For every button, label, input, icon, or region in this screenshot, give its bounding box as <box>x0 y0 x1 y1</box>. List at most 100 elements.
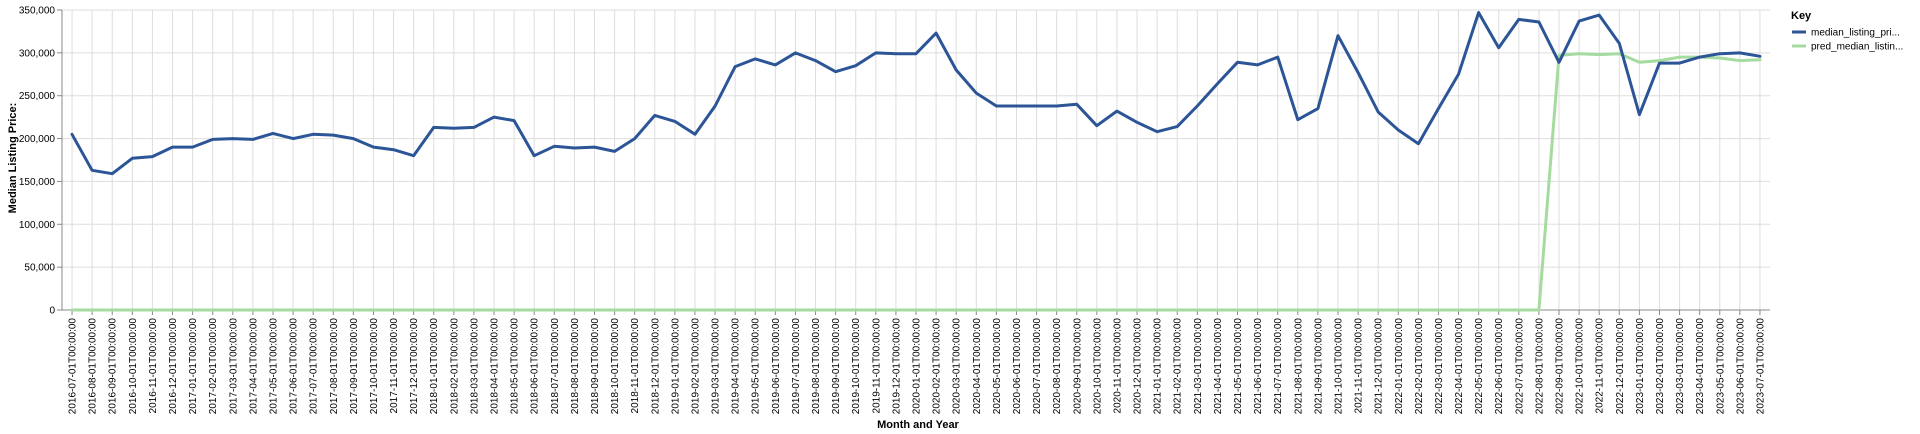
x-tick-label: 2020-05-01T00:00:00 <box>992 318 1003 415</box>
x-tick-label: 2022-01-01T00:00:00 <box>1394 318 1405 415</box>
legend-title: Key <box>1791 10 1812 22</box>
x-tick-label: 2016-12-01T00:00:00 <box>168 318 179 415</box>
x-tick-label: 2016-11-01T00:00:00 <box>148 318 159 414</box>
x-tick-label: 2018-02-01T00:00:00 <box>449 318 460 415</box>
x-tick-label: 2021-04-01T00:00:00 <box>1213 318 1224 415</box>
x-tick-label: 2023-03-01T00:00:00 <box>1675 318 1686 415</box>
y-axis: 0 50,000 100,000 150,000 200,000 250,000 300,0… <box>19 6 63 317</box>
x-tick-label: 2019-10-01T00:00:00 <box>851 318 862 415</box>
x-tick-label: 2018-04-01T00:00:00 <box>490 318 501 415</box>
x-tick-label: 2018-01-01T00:00:00 <box>429 318 440 415</box>
legend-label-0: median_listing_pri... <box>1811 28 1900 39</box>
x-tick-label: 2020-12-01T00:00:00 <box>1133 318 1144 415</box>
x-tick-label: 2020-06-01T00:00:00 <box>1012 318 1023 415</box>
x-tick-label: 2021-03-01T00:00:00 <box>1193 318 1204 415</box>
x-tick-label: 2019-01-01T00:00:00 <box>670 318 681 415</box>
series-line-0 <box>70 11 1762 176</box>
x-tick-label: 2023-04-01T00:00:00 <box>1695 318 1706 415</box>
x-tick-label: 2021-10-01T00:00:00 <box>1333 318 1344 415</box>
x-tick-label: 2019-03-01T00:00:00 <box>711 318 722 415</box>
x-tick-label: 2018-09-01T00:00:00 <box>590 318 601 415</box>
y-tick-label: 300,000 <box>19 48 56 59</box>
x-tick-label: 2017-05-01T00:00:00 <box>268 318 279 415</box>
x-tick-label: 2018-08-01T00:00:00 <box>570 318 581 415</box>
y-tick-label: 150,000 <box>19 177 56 188</box>
x-tick-label: 2020-01-01T00:00:00 <box>912 318 923 415</box>
x-tick-label: 2022-06-01T00:00:00 <box>1494 318 1505 415</box>
x-tick-label: 2016-07-01T00:00:00 <box>68 318 79 415</box>
x-tick-label: 2022-12-01T00:00:00 <box>1615 318 1626 415</box>
x-tick-label: 2019-12-01T00:00:00 <box>891 318 902 415</box>
x-tick-label: 2018-06-01T00:00:00 <box>530 318 541 415</box>
x-tick-label: 2018-11-01T00:00:00 <box>630 318 641 414</box>
y-tick-label: 0 <box>49 306 55 317</box>
x-tick-label: 2018-05-01T00:00:00 <box>510 318 521 415</box>
x-tick-label: 2020-08-01T00:00:00 <box>1052 318 1063 415</box>
x-tick-label: 2022-11-01T00:00:00 <box>1595 318 1606 414</box>
x-tick-label: 2017-10-01T00:00:00 <box>369 318 380 415</box>
y-tick-label: 250,000 <box>19 91 56 102</box>
x-tick-label: 2020-07-01T00:00:00 <box>1032 318 1043 415</box>
y-tick-label: 350,000 <box>19 6 56 17</box>
x-tick-label: 2023-02-01T00:00:00 <box>1655 318 1666 415</box>
y-tick-label: 100,000 <box>19 220 56 231</box>
x-tick-label: 2017-06-01T00:00:00 <box>289 318 300 415</box>
x-tick-label: 2016-08-01T00:00:00 <box>88 318 99 415</box>
x-tick-label: 2022-10-01T00:00:00 <box>1575 318 1586 415</box>
x-tick-label: 2022-03-01T00:00:00 <box>1434 318 1445 415</box>
x-tick-label: 2017-04-01T00:00:00 <box>248 318 259 415</box>
x-tick-label: 2023-01-01T00:00:00 <box>1635 318 1646 415</box>
x-tick-label: 2016-09-01T00:00:00 <box>108 318 119 415</box>
x-tick-label: 2021-12-01T00:00:00 <box>1374 318 1385 415</box>
series-layer <box>70 11 1762 312</box>
x-tick-label: 2022-07-01T00:00:00 <box>1514 318 1525 415</box>
legend: Key median_listing_pri... pred_median_lis… <box>1791 10 1903 53</box>
y-tick-label: 200,000 <box>19 134 56 145</box>
x-tick-label: 2021-02-01T00:00:00 <box>1173 318 1184 415</box>
x-tick-label: 2020-03-01T00:00:00 <box>952 318 963 415</box>
x-tick-label: 2017-12-01T00:00:00 <box>409 318 420 415</box>
x-tick-label: 2017-09-01T00:00:00 <box>349 318 360 415</box>
x-tick-label: 2023-07-01T00:00:00 <box>1755 318 1766 415</box>
x-tick-label: 2020-02-01T00:00:00 <box>932 318 943 415</box>
x-tick-label: 2018-03-01T00:00:00 <box>469 318 480 415</box>
x-tick-label: 2017-03-01T00:00:00 <box>228 318 239 415</box>
x-tick-label: 2018-07-01T00:00:00 <box>550 318 561 415</box>
x-tick-label: 2016-10-01T00:00:00 <box>128 318 139 415</box>
x-tick-label: 2019-02-01T00:00:00 <box>690 318 701 415</box>
x-tick-label: 2022-08-01T00:00:00 <box>1534 318 1545 415</box>
x-tick-label: 2018-12-01T00:00:00 <box>650 318 661 415</box>
x-tick-label: 2021-09-01T00:00:00 <box>1313 318 1324 415</box>
x-tick-label: 2021-06-01T00:00:00 <box>1253 318 1264 415</box>
x-tick-label: 2017-01-01T00:00:00 <box>188 318 199 415</box>
grid <box>62 9 1770 311</box>
x-tick-label: 2019-11-01T00:00:00 <box>871 318 882 414</box>
y-tick-label: 50,000 <box>24 263 55 274</box>
x-tick-label: 2023-05-01T00:00:00 <box>1715 318 1726 415</box>
x-tick-label: 2021-07-01T00:00:00 <box>1273 318 1284 415</box>
x-tick-label: 2017-11-01T00:00:00 <box>389 318 400 414</box>
x-tick-label: 2019-07-01T00:00:00 <box>791 318 802 415</box>
x-tick-label: 2018-10-01T00:00:00 <box>610 318 621 415</box>
x-tick-label: 2019-04-01T00:00:00 <box>731 318 742 415</box>
x-tick-label: 2022-04-01T00:00:00 <box>1454 318 1465 415</box>
x-tick-label: 2020-09-01T00:00:00 <box>1072 318 1083 415</box>
x-tick-label: 2019-05-01T00:00:00 <box>751 318 762 415</box>
x-tick-label: 2023-06-01T00:00:00 <box>1735 318 1746 415</box>
x-tick-label: 2021-08-01T00:00:00 <box>1293 318 1304 415</box>
x-tick-label: 2017-02-01T00:00:00 <box>208 318 219 415</box>
y-axis-title: Median Listing Price: <box>7 103 19 214</box>
x-tick-label: 2019-08-01T00:00:00 <box>811 318 822 415</box>
x-tick-label: 2021-01-01T00:00:00 <box>1153 318 1164 415</box>
legend-label-1: pred_median_listin... <box>1811 42 1903 53</box>
x-tick-label: 2019-06-01T00:00:00 <box>771 318 782 415</box>
x-tick-label: 2017-08-01T00:00:00 <box>329 318 340 415</box>
x-tick-label: 2021-11-01T00:00:00 <box>1354 318 1365 414</box>
x-tick-label: 2019-09-01T00:00:00 <box>831 318 842 415</box>
x-tick-label: 2020-04-01T00:00:00 <box>972 318 983 415</box>
x-axis-title: Month and Year <box>877 419 959 431</box>
x-tick-label: 2017-07-01T00:00:00 <box>309 318 320 415</box>
series-line-1 <box>70 52 1762 312</box>
x-tick-label: 2020-10-01T00:00:00 <box>1092 318 1103 415</box>
